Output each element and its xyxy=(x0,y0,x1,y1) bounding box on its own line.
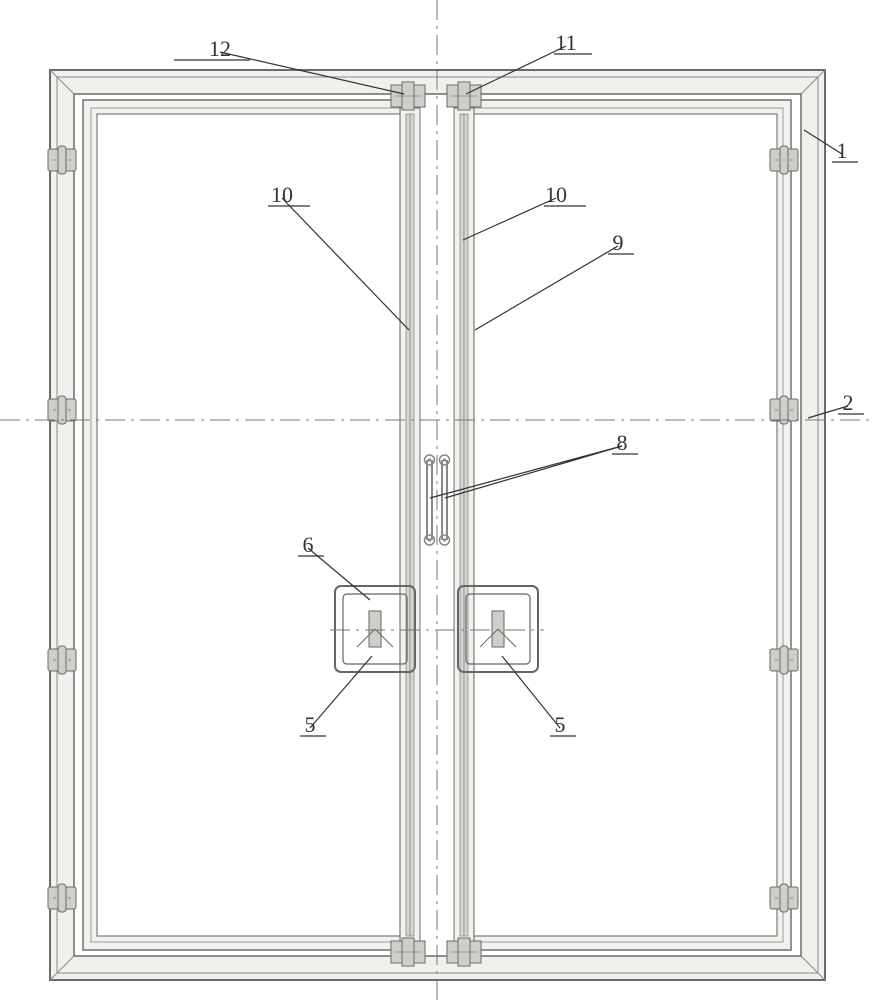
rod-bracket xyxy=(447,82,481,110)
bolt-rod xyxy=(464,114,468,936)
label-text: 8 xyxy=(617,430,628,455)
label-text: 9 xyxy=(613,230,624,255)
label-text: 1 xyxy=(837,138,848,163)
label-text: 6 xyxy=(303,532,314,557)
hinge xyxy=(48,884,76,912)
hinge xyxy=(770,146,798,174)
label-text: 10 xyxy=(271,182,293,207)
label-text: 12 xyxy=(209,36,231,61)
hinge xyxy=(770,884,798,912)
label-text: 5 xyxy=(305,712,316,737)
label-text: 10 xyxy=(545,182,567,207)
label-text: 11 xyxy=(555,30,576,55)
bolt-rod xyxy=(460,114,464,936)
rod-bracket xyxy=(391,938,425,966)
rod-bracket xyxy=(391,82,425,110)
hinge xyxy=(48,646,76,674)
rod-bracket xyxy=(447,938,481,966)
frame-rect xyxy=(97,114,405,936)
hinge xyxy=(770,646,798,674)
hinge xyxy=(48,146,76,174)
label-text: 5 xyxy=(555,712,566,737)
bolt-rod xyxy=(410,114,414,936)
label-text: 2 xyxy=(843,390,854,415)
bolt-rod xyxy=(406,114,410,936)
